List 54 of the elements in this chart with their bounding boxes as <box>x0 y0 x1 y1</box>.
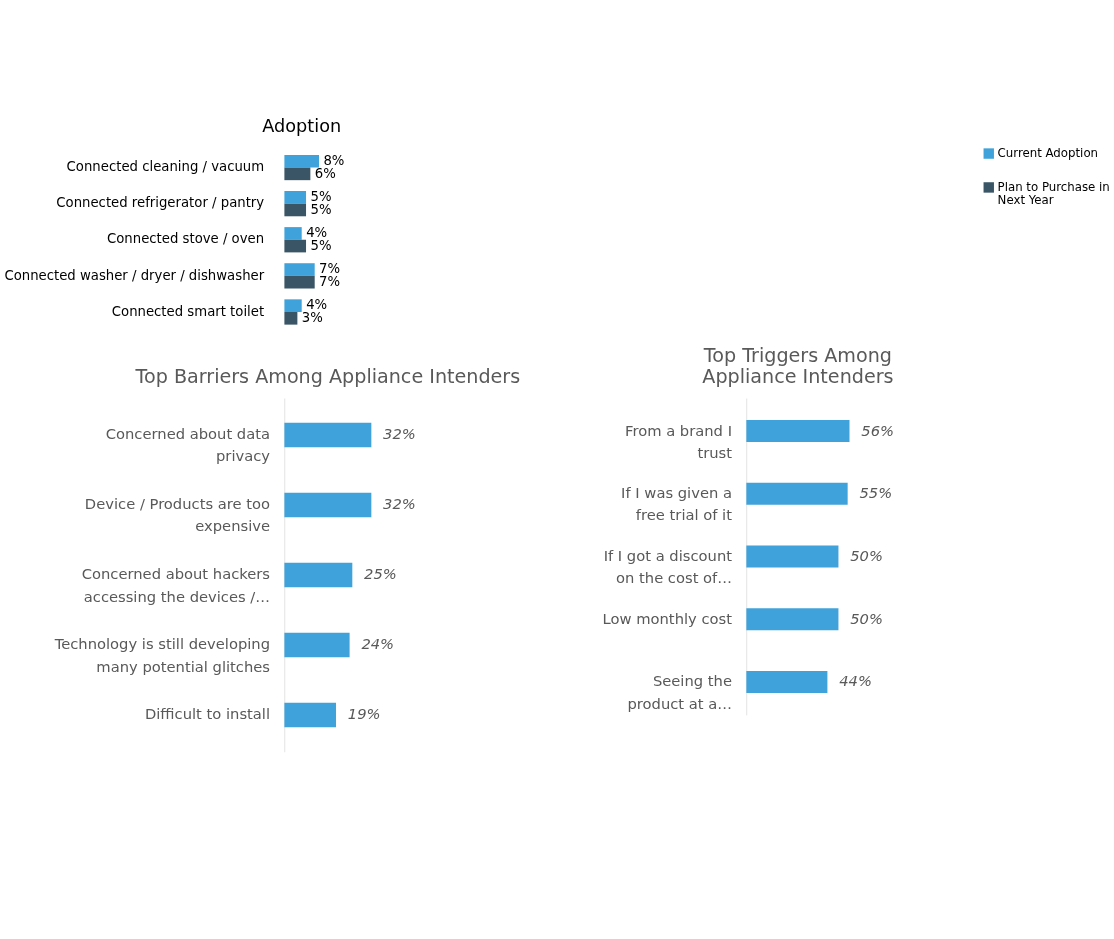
chart-title: Top Barriers Among Appliance Intenders <box>134 364 521 388</box>
data-label: 55% <box>859 484 893 502</box>
legend-label: Plan to Purchase in Next Year <box>997 180 1110 208</box>
bar <box>284 492 372 518</box>
y-tick-label: Concerned about data privacy <box>105 425 271 465</box>
data-label: 32% <box>383 425 416 443</box>
bar <box>746 545 839 568</box>
data-label: 50% <box>850 609 883 627</box>
y-tick-label: If I got a discount on the cost of… <box>603 546 733 587</box>
data-label: 56% <box>861 421 895 439</box>
data-label: 25% <box>364 565 397 583</box>
data-label: 19% <box>347 705 381 723</box>
bar <box>284 191 307 204</box>
data-label: 32% <box>383 495 416 513</box>
bar <box>284 702 337 728</box>
data-label: 24% <box>361 635 395 653</box>
bar <box>284 299 302 312</box>
y-tick-label: Low monthly cost <box>602 609 733 627</box>
bar <box>284 263 315 276</box>
bar <box>746 671 828 694</box>
y-tick-label: Connected smart toilet <box>111 303 265 319</box>
y-tick-label: Seeing the product at a… <box>627 672 732 712</box>
bar <box>746 420 850 443</box>
chart-title: Top Triggers Among Appliance Intenders <box>702 344 894 388</box>
bar <box>284 167 311 181</box>
bar <box>284 227 302 240</box>
y-tick-label: Device / Products are too expensive <box>84 495 271 535</box>
y-tick-label: Connected cleaning / vacuum <box>66 159 265 175</box>
y-tick-label: Concerned about hackers accessing the devices /… <box>81 565 271 605</box>
data-label: 5% <box>310 201 332 217</box>
data-label: 8% <box>323 152 345 168</box>
bar <box>284 422 372 448</box>
bar <box>746 608 839 631</box>
bar <box>284 275 315 289</box>
chart-title: Adoption <box>262 116 342 137</box>
data-label: 5% <box>310 189 332 204</box>
y-tick-label: Difficult to install <box>144 705 271 723</box>
data-label: 50% <box>850 546 883 564</box>
y-tick-label: From a brand I trust <box>625 421 733 461</box>
bar <box>284 154 320 168</box>
bar <box>284 311 298 325</box>
data-label: 44% <box>839 672 872 690</box>
y-tick-label: Technology is still developing many potential glitches <box>53 635 271 675</box>
bar <box>284 632 350 658</box>
y-tick-label: Connected stove / oven <box>106 231 265 247</box>
legend-label: Current Adoption <box>997 146 1099 161</box>
bar <box>284 203 307 217</box>
y-tick-label: Connected washer / dryer / dishwasher <box>4 267 265 283</box>
data-label: 6% <box>314 165 336 181</box>
bar <box>746 482 848 505</box>
bar <box>284 562 353 588</box>
y-tick-label: If I was given a free trial of it <box>621 484 733 524</box>
bar <box>284 239 307 253</box>
y-tick-label: Connected refrigerator / pantry <box>56 195 265 211</box>
